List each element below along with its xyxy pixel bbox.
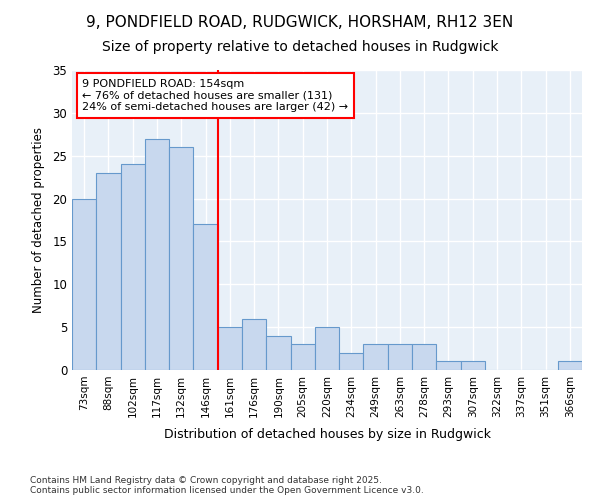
Bar <box>436 362 461 370</box>
Bar <box>121 164 145 370</box>
Bar <box>242 318 266 370</box>
Bar <box>193 224 218 370</box>
Bar <box>364 344 388 370</box>
Bar <box>339 353 364 370</box>
Bar <box>412 344 436 370</box>
Bar <box>218 327 242 370</box>
Bar <box>72 198 96 370</box>
Text: 9 PONDFIELD ROAD: 154sqm
← 76% of detached houses are smaller (131)
24% of semi-: 9 PONDFIELD ROAD: 154sqm ← 76% of detach… <box>82 79 349 112</box>
Text: Contains HM Land Registry data © Crown copyright and database right 2025.
Contai: Contains HM Land Registry data © Crown c… <box>30 476 424 495</box>
Text: Size of property relative to detached houses in Rudgwick: Size of property relative to detached ho… <box>102 40 498 54</box>
Text: 9, PONDFIELD ROAD, RUDGWICK, HORSHAM, RH12 3EN: 9, PONDFIELD ROAD, RUDGWICK, HORSHAM, RH… <box>86 15 514 30</box>
Bar <box>388 344 412 370</box>
Bar <box>145 138 169 370</box>
Bar <box>315 327 339 370</box>
Bar <box>266 336 290 370</box>
Bar <box>169 147 193 370</box>
Bar <box>96 173 121 370</box>
X-axis label: Distribution of detached houses by size in Rudgwick: Distribution of detached houses by size … <box>163 428 491 441</box>
Bar <box>558 362 582 370</box>
Y-axis label: Number of detached properties: Number of detached properties <box>32 127 46 313</box>
Bar <box>461 362 485 370</box>
Bar <box>290 344 315 370</box>
